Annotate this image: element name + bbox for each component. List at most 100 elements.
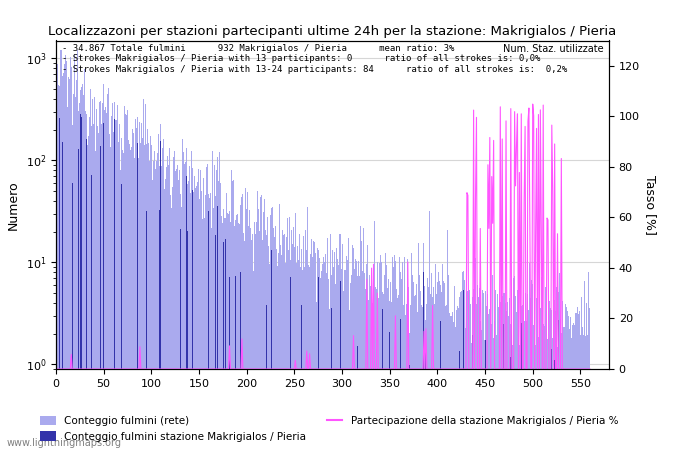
Bar <box>208 194 209 450</box>
Bar <box>405 315 407 450</box>
Bar <box>290 260 291 450</box>
Bar <box>121 184 122 450</box>
Bar <box>65 55 66 450</box>
Bar <box>477 284 478 450</box>
Bar <box>403 288 405 450</box>
Bar <box>292 244 293 450</box>
Bar <box>266 305 267 450</box>
Bar <box>298 260 299 450</box>
Bar <box>230 222 231 450</box>
Bar <box>71 126 73 450</box>
Bar <box>378 297 379 450</box>
Bar <box>498 307 499 450</box>
Text: www.lightningmaps.org: www.lightningmaps.org <box>7 438 122 448</box>
Bar <box>484 340 486 450</box>
Bar <box>241 197 242 450</box>
Bar <box>553 369 554 450</box>
Bar <box>457 306 458 450</box>
Bar <box>258 231 260 450</box>
Bar <box>81 117 82 450</box>
Bar <box>217 206 218 450</box>
Bar <box>495 290 496 450</box>
Bar <box>144 145 145 450</box>
Bar <box>410 305 411 450</box>
Bar <box>463 280 465 450</box>
Bar <box>88 136 89 450</box>
Bar <box>274 237 275 450</box>
Bar <box>64 64 65 450</box>
Bar <box>62 142 63 450</box>
Bar <box>541 277 542 450</box>
Text: Num. Staz. utilizzate: Num. Staz. utilizzate <box>503 44 603 54</box>
Bar <box>197 169 199 450</box>
Bar <box>412 275 413 450</box>
Bar <box>413 282 414 450</box>
Bar <box>254 221 255 450</box>
Bar <box>523 318 524 450</box>
Bar <box>366 264 368 450</box>
Bar <box>152 180 153 450</box>
Bar <box>580 382 581 450</box>
Bar <box>431 273 432 450</box>
Bar <box>256 222 257 450</box>
Bar <box>512 345 513 450</box>
Bar <box>226 193 227 450</box>
Bar <box>66 61 67 450</box>
Bar <box>302 270 303 450</box>
Bar <box>105 108 106 450</box>
Bar <box>149 162 150 450</box>
Bar <box>569 329 570 450</box>
Bar <box>262 240 263 450</box>
Bar <box>414 296 415 450</box>
Bar <box>225 239 226 450</box>
Bar <box>365 289 366 450</box>
Bar <box>571 380 573 450</box>
Bar <box>520 327 521 450</box>
Bar <box>373 297 374 450</box>
Bar <box>272 207 273 450</box>
Bar <box>204 218 205 450</box>
Bar <box>450 316 452 450</box>
Bar <box>473 289 474 450</box>
Bar <box>212 151 213 450</box>
Bar <box>168 165 169 450</box>
Partecipazione della stazione Makrigialos / Pieria % <box>505 366 513 372</box>
Bar <box>519 345 520 450</box>
Bar <box>284 234 286 450</box>
Bar <box>265 230 266 450</box>
Bar <box>80 90 81 450</box>
Bar <box>236 216 237 450</box>
Bar <box>476 305 477 450</box>
Bar <box>234 220 236 450</box>
Bar <box>550 308 552 450</box>
Bar <box>549 300 550 450</box>
Bar <box>83 95 84 450</box>
Bar <box>331 274 332 450</box>
Bar <box>207 164 208 450</box>
Bar <box>540 308 541 450</box>
Bar <box>139 122 141 450</box>
Line: Partecipazione della stazione Makrigialos / Pieria %: Partecipazione della stazione Makrigialo… <box>57 104 590 369</box>
Bar <box>346 256 347 450</box>
Bar <box>342 227 344 450</box>
Bar <box>454 286 455 450</box>
Bar <box>91 126 92 450</box>
Bar <box>489 309 490 450</box>
Bar <box>547 308 549 450</box>
Bar <box>127 110 128 450</box>
Bar <box>573 324 574 450</box>
Bar <box>323 256 324 450</box>
Bar <box>386 265 387 450</box>
Bar <box>330 234 331 450</box>
Bar <box>407 259 408 450</box>
Bar <box>82 84 83 450</box>
Bar <box>510 357 511 450</box>
Bar <box>542 324 544 450</box>
Bar <box>80 114 81 450</box>
Bar <box>371 270 372 450</box>
Bar <box>547 376 549 450</box>
Bar <box>514 276 515 450</box>
Bar <box>583 334 584 450</box>
Bar <box>228 214 229 450</box>
Bar <box>316 302 317 450</box>
